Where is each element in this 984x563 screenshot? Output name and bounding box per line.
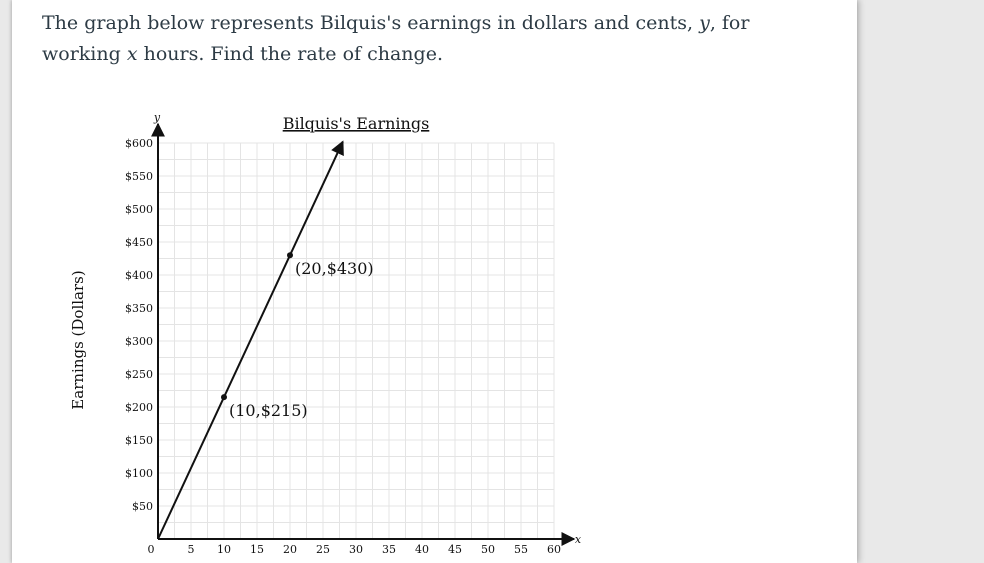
y-tick-label: $450 xyxy=(125,236,153,249)
data-point-label: (20,$430) xyxy=(295,259,374,278)
x-tick-label: 5 xyxy=(188,543,195,556)
question-var-x: x xyxy=(126,43,138,65)
chart-axes xyxy=(151,122,576,546)
chart-ticks: 5 10 15 20 25 30 35 40 45 50 55 60 $50 $100 $150 $200 $2… xyxy=(125,137,561,556)
data-point-label: (10,$215) xyxy=(229,401,308,420)
y-axis-label: Earnings (Dollars) xyxy=(69,270,87,409)
question-part-2: , for working xyxy=(42,12,750,65)
x-axis-letter: x xyxy=(575,533,582,546)
question-part-1: The graph below represents Bilquis's ear… xyxy=(42,12,700,34)
y-tick-label: $50 xyxy=(132,500,153,513)
y-tick-label: $600 xyxy=(125,137,153,150)
x-tick-label: 60 xyxy=(547,543,561,556)
worksheet-page: The graph below represents Bilquis's ear… xyxy=(12,0,857,563)
x-tick-label: 30 xyxy=(349,543,363,556)
origin-label: 0 xyxy=(148,543,155,556)
chart-title: Bilquis's Earnings xyxy=(283,114,430,133)
y-tick-label: $300 xyxy=(125,335,153,348)
chart-series: (10,$215) (20,$430) xyxy=(157,140,374,540)
x-tick-label: 45 xyxy=(448,543,462,556)
y-axis-letter: y xyxy=(153,111,161,124)
question-part-3: hours. Find the rate of change. xyxy=(137,43,443,65)
y-tick-label: $150 xyxy=(125,434,153,447)
y-tick-label: $500 xyxy=(125,203,153,216)
y-tick-label: $250 xyxy=(125,368,153,381)
y-tick-label: $550 xyxy=(125,170,153,183)
question-text: The graph below represents Bilquis's ear… xyxy=(42,8,832,70)
data-point xyxy=(287,252,293,259)
x-tick-label: 35 xyxy=(382,543,396,556)
y-tick-label: $400 xyxy=(125,269,153,282)
x-tick-label: 55 xyxy=(514,543,528,556)
x-tick-label: 20 xyxy=(283,543,297,556)
y-tick-label: $350 xyxy=(125,302,153,315)
chart-grid xyxy=(158,142,555,539)
x-tick-label: 40 xyxy=(415,543,429,556)
x-tick-label: 15 xyxy=(250,543,264,556)
question-var-y: y xyxy=(699,12,710,34)
data-point xyxy=(221,394,227,401)
x-tick-label: 10 xyxy=(217,543,231,556)
x-tick-label: 50 xyxy=(481,543,495,556)
y-tick-label: $200 xyxy=(125,401,153,414)
y-tick-label: $100 xyxy=(125,467,153,480)
earnings-line xyxy=(157,140,344,540)
x-tick-label: 25 xyxy=(316,543,330,556)
